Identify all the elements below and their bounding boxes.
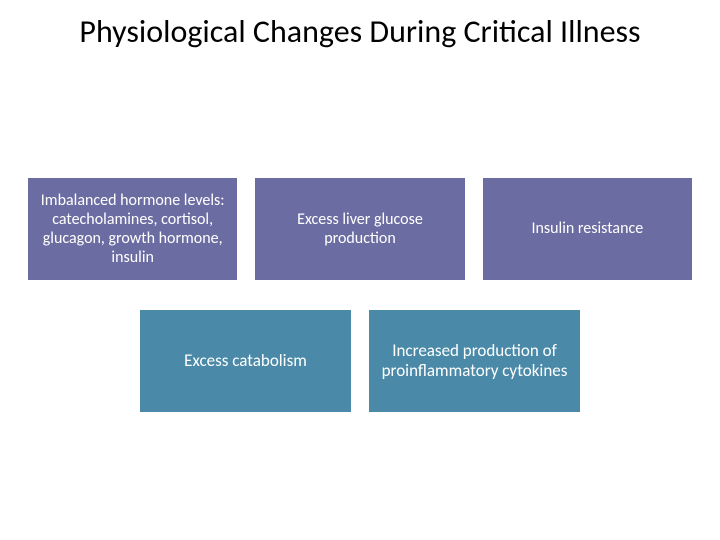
box-proinflammatory-cytokines: Increased production of proinflammatory … — [369, 310, 580, 412]
page-title: Physiological Changes During Critical Il… — [0, 0, 720, 51]
box-hormone-imbalance: Imbalanced hormone levels: catecholamine… — [28, 178, 237, 280]
box-excess-catabolism: Excess catabolism — [140, 310, 351, 412]
box-liver-glucose: Excess liver glucose production — [255, 178, 464, 280]
row-1: Imbalanced hormone levels: catecholamine… — [28, 178, 692, 280]
box-insulin-resistance: Insulin resistance — [483, 178, 692, 280]
row-2: Excess catabolism Increased production o… — [140, 310, 580, 412]
